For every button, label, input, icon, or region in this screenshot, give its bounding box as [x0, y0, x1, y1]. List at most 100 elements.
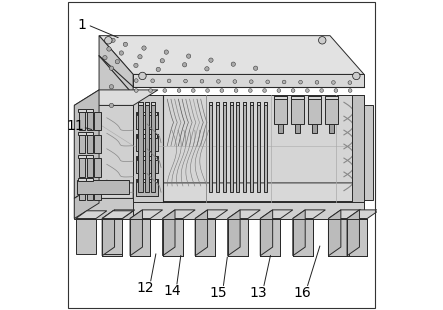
Circle shape [134, 89, 138, 92]
Polygon shape [78, 178, 85, 181]
Circle shape [109, 85, 113, 89]
Polygon shape [257, 102, 260, 192]
Polygon shape [250, 102, 253, 105]
Polygon shape [94, 112, 101, 130]
Polygon shape [295, 124, 300, 133]
Polygon shape [257, 102, 260, 105]
Polygon shape [328, 210, 361, 219]
Circle shape [111, 38, 115, 42]
Polygon shape [328, 210, 341, 256]
Circle shape [266, 80, 269, 84]
Circle shape [315, 80, 319, 84]
Polygon shape [364, 105, 373, 200]
Polygon shape [228, 210, 240, 256]
Polygon shape [325, 96, 338, 99]
Circle shape [206, 89, 210, 92]
Circle shape [156, 67, 160, 72]
Polygon shape [74, 183, 133, 198]
Polygon shape [94, 135, 101, 153]
Polygon shape [136, 134, 158, 151]
Polygon shape [209, 102, 212, 192]
Circle shape [103, 55, 107, 60]
Polygon shape [87, 112, 93, 130]
Polygon shape [87, 181, 93, 200]
Polygon shape [137, 134, 157, 138]
Polygon shape [274, 96, 287, 124]
Circle shape [263, 89, 266, 92]
Polygon shape [151, 102, 155, 192]
Polygon shape [293, 219, 313, 256]
Polygon shape [76, 219, 96, 254]
Circle shape [291, 89, 295, 92]
Circle shape [164, 50, 168, 54]
Polygon shape [133, 74, 364, 87]
Polygon shape [223, 102, 226, 192]
Polygon shape [137, 112, 157, 115]
Polygon shape [216, 102, 219, 192]
Polygon shape [138, 102, 143, 192]
Polygon shape [237, 102, 240, 192]
Circle shape [306, 89, 309, 92]
Polygon shape [163, 210, 175, 256]
Polygon shape [130, 219, 150, 256]
Circle shape [139, 72, 146, 80]
Polygon shape [87, 158, 93, 177]
Circle shape [184, 79, 187, 83]
Polygon shape [102, 210, 135, 219]
Circle shape [334, 89, 338, 92]
Circle shape [249, 89, 252, 92]
Polygon shape [86, 132, 93, 135]
Polygon shape [237, 102, 240, 105]
Circle shape [151, 79, 155, 83]
Polygon shape [102, 219, 122, 256]
Polygon shape [274, 96, 287, 99]
Circle shape [200, 79, 204, 83]
Polygon shape [130, 210, 163, 219]
Text: 1: 1 [77, 18, 86, 32]
Polygon shape [243, 102, 246, 192]
Circle shape [142, 46, 146, 50]
Circle shape [160, 59, 164, 63]
Polygon shape [347, 210, 359, 256]
Polygon shape [278, 124, 283, 133]
Circle shape [233, 80, 237, 83]
Text: 14: 14 [163, 284, 181, 299]
Polygon shape [99, 56, 133, 202]
Circle shape [163, 89, 167, 92]
Polygon shape [130, 210, 143, 256]
Polygon shape [325, 96, 338, 124]
Circle shape [319, 37, 326, 44]
Polygon shape [136, 179, 158, 196]
Polygon shape [102, 210, 115, 256]
Polygon shape [94, 158, 101, 177]
Polygon shape [291, 96, 303, 124]
Polygon shape [86, 155, 93, 158]
Circle shape [331, 81, 335, 84]
Circle shape [183, 63, 187, 67]
Polygon shape [86, 108, 93, 112]
Circle shape [320, 89, 323, 92]
Circle shape [134, 79, 138, 82]
Polygon shape [74, 198, 133, 219]
Polygon shape [94, 181, 101, 200]
Circle shape [191, 89, 195, 92]
Circle shape [353, 72, 360, 80]
Polygon shape [163, 219, 183, 256]
Polygon shape [243, 102, 246, 105]
Circle shape [220, 89, 224, 92]
Circle shape [105, 37, 112, 44]
Polygon shape [74, 90, 99, 198]
Polygon shape [223, 102, 226, 105]
Circle shape [348, 89, 352, 92]
Polygon shape [347, 210, 380, 219]
Circle shape [277, 89, 281, 92]
Circle shape [217, 79, 220, 83]
Circle shape [109, 66, 113, 70]
Text: 12: 12 [137, 281, 154, 295]
Polygon shape [293, 210, 305, 256]
Polygon shape [74, 90, 158, 105]
Polygon shape [347, 219, 367, 256]
Polygon shape [144, 102, 149, 192]
Circle shape [109, 103, 113, 108]
Polygon shape [209, 102, 212, 105]
